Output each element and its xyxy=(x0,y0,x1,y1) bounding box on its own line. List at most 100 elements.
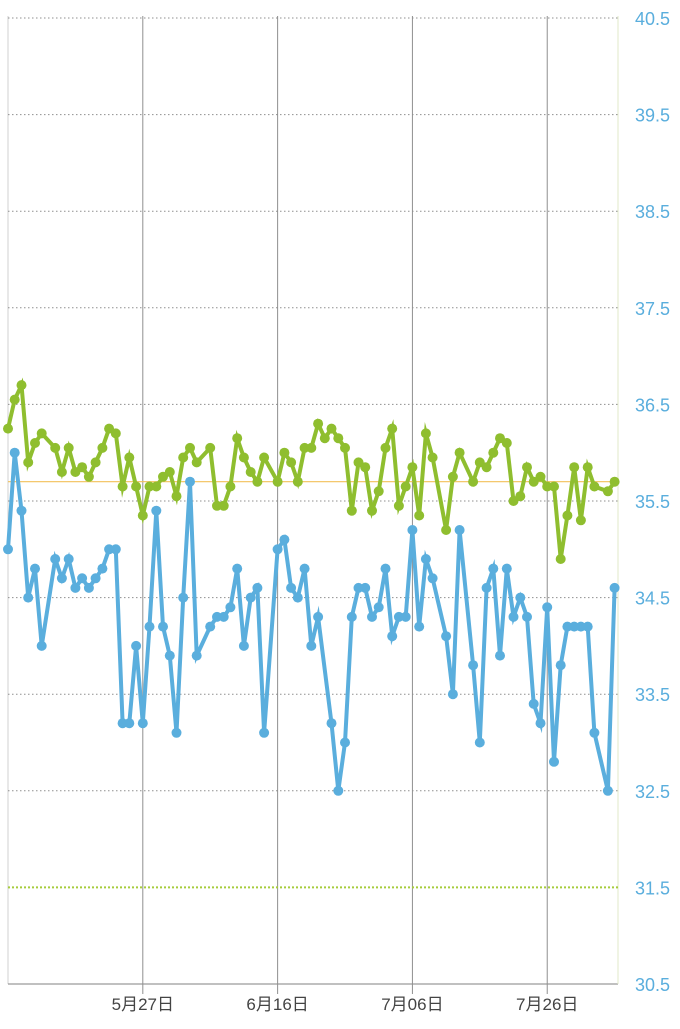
data-point xyxy=(63,554,74,564)
data-point xyxy=(9,447,20,458)
y-tick-label: 34.5 xyxy=(635,589,670,609)
data-point xyxy=(562,510,573,521)
data-point xyxy=(555,554,566,564)
series-blue xyxy=(3,447,620,796)
data-point xyxy=(407,525,418,535)
data-point xyxy=(609,582,620,593)
data-point xyxy=(151,505,162,516)
data-point xyxy=(501,563,512,574)
data-point xyxy=(205,442,216,453)
y-tick-label: 36.5 xyxy=(635,395,670,415)
data-point xyxy=(340,737,350,748)
data-point xyxy=(124,718,135,729)
data-point xyxy=(326,718,337,729)
data-point xyxy=(387,423,398,434)
data-point xyxy=(474,737,485,748)
data-point xyxy=(501,438,512,448)
data-point xyxy=(245,592,256,603)
data-point xyxy=(50,554,61,564)
data-point xyxy=(30,438,40,448)
series-line xyxy=(6,452,617,792)
gridlines xyxy=(7,16,619,994)
data-point xyxy=(481,582,492,593)
data-point xyxy=(306,442,317,453)
data-point xyxy=(387,631,398,642)
data-point xyxy=(90,573,101,584)
data-point xyxy=(131,640,142,651)
data-point xyxy=(225,481,236,492)
data-point xyxy=(259,452,270,463)
data-point xyxy=(306,640,317,651)
data-point xyxy=(238,640,249,651)
data-point xyxy=(36,428,47,439)
data-point xyxy=(171,491,182,502)
series-green xyxy=(3,377,620,564)
data-point xyxy=(238,452,249,463)
data-point xyxy=(245,467,256,477)
data-point xyxy=(279,447,290,458)
data-point xyxy=(272,544,283,555)
data-point xyxy=(30,563,40,574)
data-point xyxy=(569,462,580,473)
data-point xyxy=(447,471,458,482)
data-point xyxy=(414,510,425,521)
data-point xyxy=(468,476,479,487)
data-point xyxy=(549,756,559,767)
data-point xyxy=(205,621,216,632)
data-point xyxy=(454,447,465,458)
data-point xyxy=(178,452,189,463)
data-point xyxy=(380,563,391,574)
data-point xyxy=(9,394,20,405)
data-point xyxy=(286,582,297,593)
data-point xyxy=(225,602,236,613)
data-point xyxy=(555,660,566,671)
data-point xyxy=(427,573,438,584)
data-point xyxy=(50,442,61,453)
data-point xyxy=(447,689,458,700)
data-point xyxy=(23,592,34,603)
series-group xyxy=(3,377,620,796)
data-point xyxy=(360,462,371,473)
data-point xyxy=(522,462,532,473)
data-point xyxy=(16,380,27,391)
data-point xyxy=(137,718,148,729)
data-point xyxy=(319,433,330,444)
data-point xyxy=(393,500,404,511)
data-point xyxy=(97,442,108,453)
data-point xyxy=(164,650,175,661)
data-point xyxy=(367,505,377,516)
data-point xyxy=(454,525,465,535)
data-point xyxy=(602,785,613,796)
data-point xyxy=(218,611,229,622)
data-point xyxy=(299,563,310,574)
data-point xyxy=(602,486,613,497)
data-point xyxy=(420,554,431,564)
y-tick-label: 31.5 xyxy=(635,878,670,898)
data-point xyxy=(380,442,391,453)
y-axis-labels: 40.5 39.5 38.5 37.5 36.5 35.5 34.5 33.5 32.5 31.5… xyxy=(635,9,670,995)
data-point xyxy=(333,785,344,796)
data-point xyxy=(110,544,121,555)
data-point xyxy=(488,447,499,458)
data-point xyxy=(326,423,337,434)
data-point xyxy=(252,476,263,487)
data-point xyxy=(232,563,243,574)
data-point xyxy=(373,486,384,497)
data-point xyxy=(252,582,263,593)
data-point xyxy=(441,525,452,535)
x-tick-label: 6月16日 xyxy=(246,995,308,1014)
x-tick-label: 7月26日 xyxy=(516,995,578,1014)
y-tick-label: 39.5 xyxy=(635,106,670,126)
data-point xyxy=(441,631,452,642)
data-point xyxy=(549,481,559,492)
y-tick-label: 38.5 xyxy=(635,202,670,222)
data-point xyxy=(97,563,108,574)
data-point xyxy=(185,476,195,487)
data-point xyxy=(16,505,27,516)
data-point xyxy=(279,534,290,545)
y-tick-label: 37.5 xyxy=(635,299,670,319)
data-point xyxy=(272,476,283,487)
data-point xyxy=(535,718,546,729)
x-axis-labels: 5月27日 6月16日 7月06日 7月26日 xyxy=(112,995,579,1014)
